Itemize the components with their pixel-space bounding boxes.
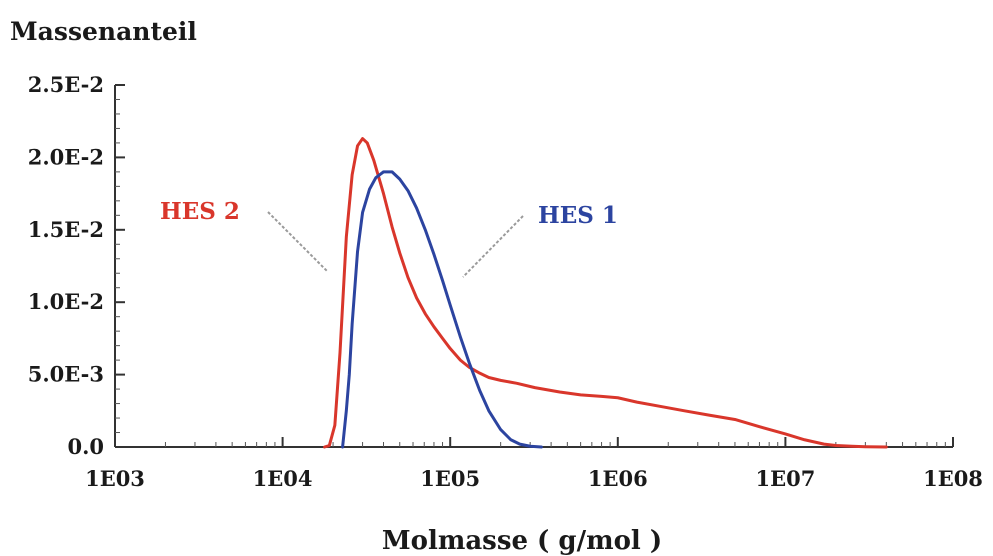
y-ticks: 0.0 5.0E-3 1.0E-2 1.5E-2 2.0E-2 2.5E-2 <box>28 72 125 459</box>
hes1-leader-line <box>462 215 524 278</box>
annotations: HES 2 HES 1 <box>160 198 618 278</box>
y-tick-label: 2.0E-2 <box>28 144 104 169</box>
x-ticks: 1E03 1E04 1E05 1E06 1E07 1E08 <box>85 437 983 491</box>
x-axis-title: Molmasse ( g/mol ) <box>382 526 662 556</box>
x-tick-label: 1E07 <box>755 466 815 491</box>
x-tick-label: 1E03 <box>85 466 145 491</box>
y-tick-label: 5.0E-3 <box>28 362 104 387</box>
minor-ticks <box>115 98 946 447</box>
x-tick-label: 1E04 <box>253 466 313 491</box>
y-tick-label: 1.5E-2 <box>28 217 104 242</box>
hes2-leader-line <box>267 211 329 273</box>
hes1-series-label: HES 1 <box>538 202 618 229</box>
y-tick-label: 2.5E-2 <box>28 72 104 97</box>
series-group <box>323 137 888 449</box>
y-axis-title: Massenanteil <box>10 17 197 46</box>
series-line-hes-2 <box>323 137 888 449</box>
x-tick-label: 1E06 <box>588 466 648 491</box>
hes2-series-label: HES 2 <box>160 198 240 225</box>
series-line-hes-1 <box>341 170 543 449</box>
x-tick-label: 1E05 <box>420 466 480 491</box>
x-tick-label: 1E08 <box>923 466 983 491</box>
y-tick-label: 0.0 <box>67 434 104 459</box>
y-tick-label: 1.0E-2 <box>28 289 104 314</box>
axes <box>114 85 953 448</box>
